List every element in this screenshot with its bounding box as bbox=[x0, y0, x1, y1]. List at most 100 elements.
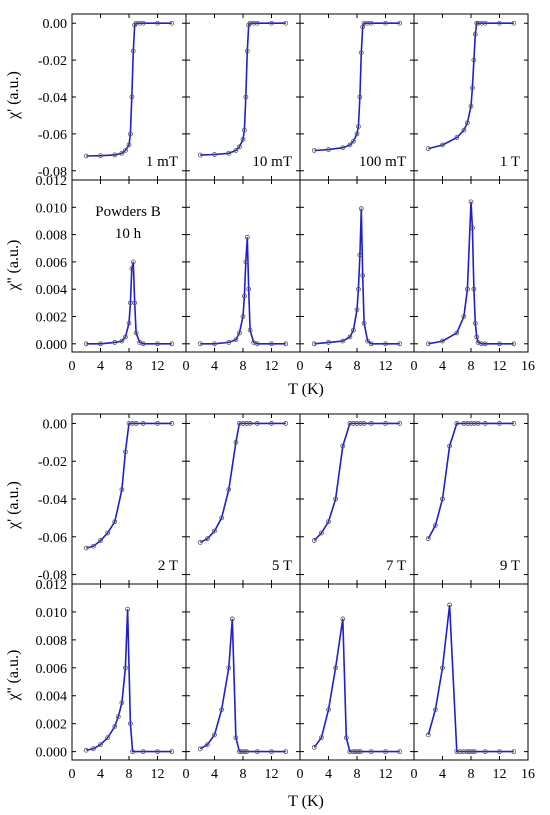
data-point bbox=[140, 20, 146, 26]
x-tick-labels-upper: 0 4 8 12 0 4 8 12 0 4 8 12 0 4 8 12 16 bbox=[69, 359, 536, 374]
data-point bbox=[123, 148, 128, 153]
data-point bbox=[269, 20, 274, 26]
data-point bbox=[197, 152, 203, 158]
data-point bbox=[254, 421, 260, 426]
y-tick-label: 0.002 bbox=[36, 311, 68, 326]
x-tick-label: 0 bbox=[297, 359, 304, 374]
data-point bbox=[130, 48, 136, 54]
data-point bbox=[83, 747, 89, 753]
data-point bbox=[133, 20, 139, 26]
x-tick-label: 4 bbox=[439, 359, 446, 374]
data-point bbox=[425, 536, 431, 542]
data-point bbox=[169, 421, 175, 426]
series-line bbox=[200, 237, 286, 345]
data-point bbox=[465, 749, 470, 755]
data-point bbox=[244, 234, 250, 240]
data-point bbox=[365, 20, 371, 26]
data-point bbox=[358, 749, 363, 755]
data-point bbox=[212, 732, 217, 738]
panel-lower-chi-real-2: 5 T bbox=[185, 413, 301, 585]
data-point bbox=[482, 341, 488, 347]
data-point bbox=[383, 341, 388, 347]
x-tick-label: 16 bbox=[521, 767, 535, 782]
data-point bbox=[155, 20, 160, 26]
data-point bbox=[229, 616, 235, 622]
data-point bbox=[283, 421, 289, 426]
data-point bbox=[326, 340, 331, 345]
data-point bbox=[269, 749, 274, 755]
data-point bbox=[351, 138, 356, 144]
data-point bbox=[383, 749, 388, 755]
data-point bbox=[112, 724, 118, 729]
data-point bbox=[126, 142, 132, 148]
data-point bbox=[197, 746, 203, 752]
data-point bbox=[347, 142, 353, 148]
data-point bbox=[233, 735, 239, 741]
data-point bbox=[472, 421, 477, 426]
y-tick-label: 0.004 bbox=[36, 690, 68, 705]
x-tick-label: 12 bbox=[265, 767, 279, 782]
data-point bbox=[244, 421, 249, 426]
data-point bbox=[468, 199, 474, 205]
data-point bbox=[133, 421, 139, 426]
data-point bbox=[454, 135, 460, 140]
y-tick-label: 0.008 bbox=[36, 634, 68, 649]
data-point bbox=[497, 20, 502, 26]
data-point bbox=[204, 536, 210, 542]
data-point bbox=[471, 57, 477, 63]
y-tick-label: -0.04 bbox=[38, 493, 67, 508]
data-point bbox=[123, 449, 128, 455]
x-tick-label: 4 bbox=[211, 767, 218, 782]
data-point bbox=[239, 749, 244, 755]
panel-lower-chi-imag-1: 0.000 0.002 0.004 0.006 0.008 0.010 0.012 bbox=[36, 578, 187, 761]
data-point bbox=[432, 707, 438, 713]
y-tick-label: 0.006 bbox=[36, 256, 68, 271]
data-point bbox=[140, 421, 146, 426]
data-point bbox=[474, 334, 480, 340]
data-point bbox=[155, 749, 160, 755]
y-tick-label: -0.06 bbox=[38, 531, 67, 546]
data-point bbox=[351, 749, 356, 755]
series-line bbox=[314, 208, 400, 345]
series-line bbox=[313, 422, 400, 542]
data-point bbox=[246, 286, 252, 292]
data-point bbox=[226, 340, 232, 345]
data-point bbox=[347, 749, 353, 755]
data-point bbox=[360, 273, 366, 278]
data-point bbox=[129, 266, 135, 272]
data-point bbox=[475, 421, 481, 426]
upper-chi-imag-axis-title: χ'' (a.u.) bbox=[5, 240, 22, 292]
data-point bbox=[343, 735, 349, 741]
data-point bbox=[237, 144, 242, 150]
field-label: 1 mT bbox=[146, 154, 178, 170]
data-point bbox=[130, 749, 135, 755]
data-point bbox=[243, 94, 249, 100]
y-tick-label: 0.00 bbox=[43, 417, 68, 432]
data-point bbox=[242, 127, 247, 133]
data-point bbox=[356, 749, 361, 755]
x-tick-label: 0 bbox=[69, 767, 76, 782]
data-point bbox=[357, 94, 363, 100]
series-line bbox=[86, 261, 172, 345]
data-point bbox=[98, 341, 103, 347]
data-point bbox=[461, 314, 467, 319]
data-point bbox=[112, 519, 118, 525]
panel-upper-chi-imag-4 bbox=[413, 179, 529, 353]
data-point bbox=[244, 48, 250, 54]
data-point bbox=[83, 153, 89, 159]
data-point bbox=[283, 341, 289, 347]
data-point bbox=[397, 421, 403, 426]
panel-lower-chi-imag-3 bbox=[299, 583, 415, 761]
x-tick-label: 12 bbox=[265, 359, 279, 374]
data-point bbox=[340, 616, 346, 622]
data-point bbox=[497, 341, 502, 347]
data-point bbox=[133, 330, 139, 336]
y-tick-label: 0.002 bbox=[36, 718, 68, 733]
data-point bbox=[351, 327, 356, 333]
panel-lower-chi-imag-2 bbox=[185, 583, 301, 761]
data-point bbox=[475, 20, 481, 26]
panel-upper-chi-imag-3 bbox=[299, 179, 415, 353]
data-point bbox=[155, 341, 160, 347]
x-tick-label: 4 bbox=[97, 767, 104, 782]
data-point bbox=[354, 307, 360, 313]
